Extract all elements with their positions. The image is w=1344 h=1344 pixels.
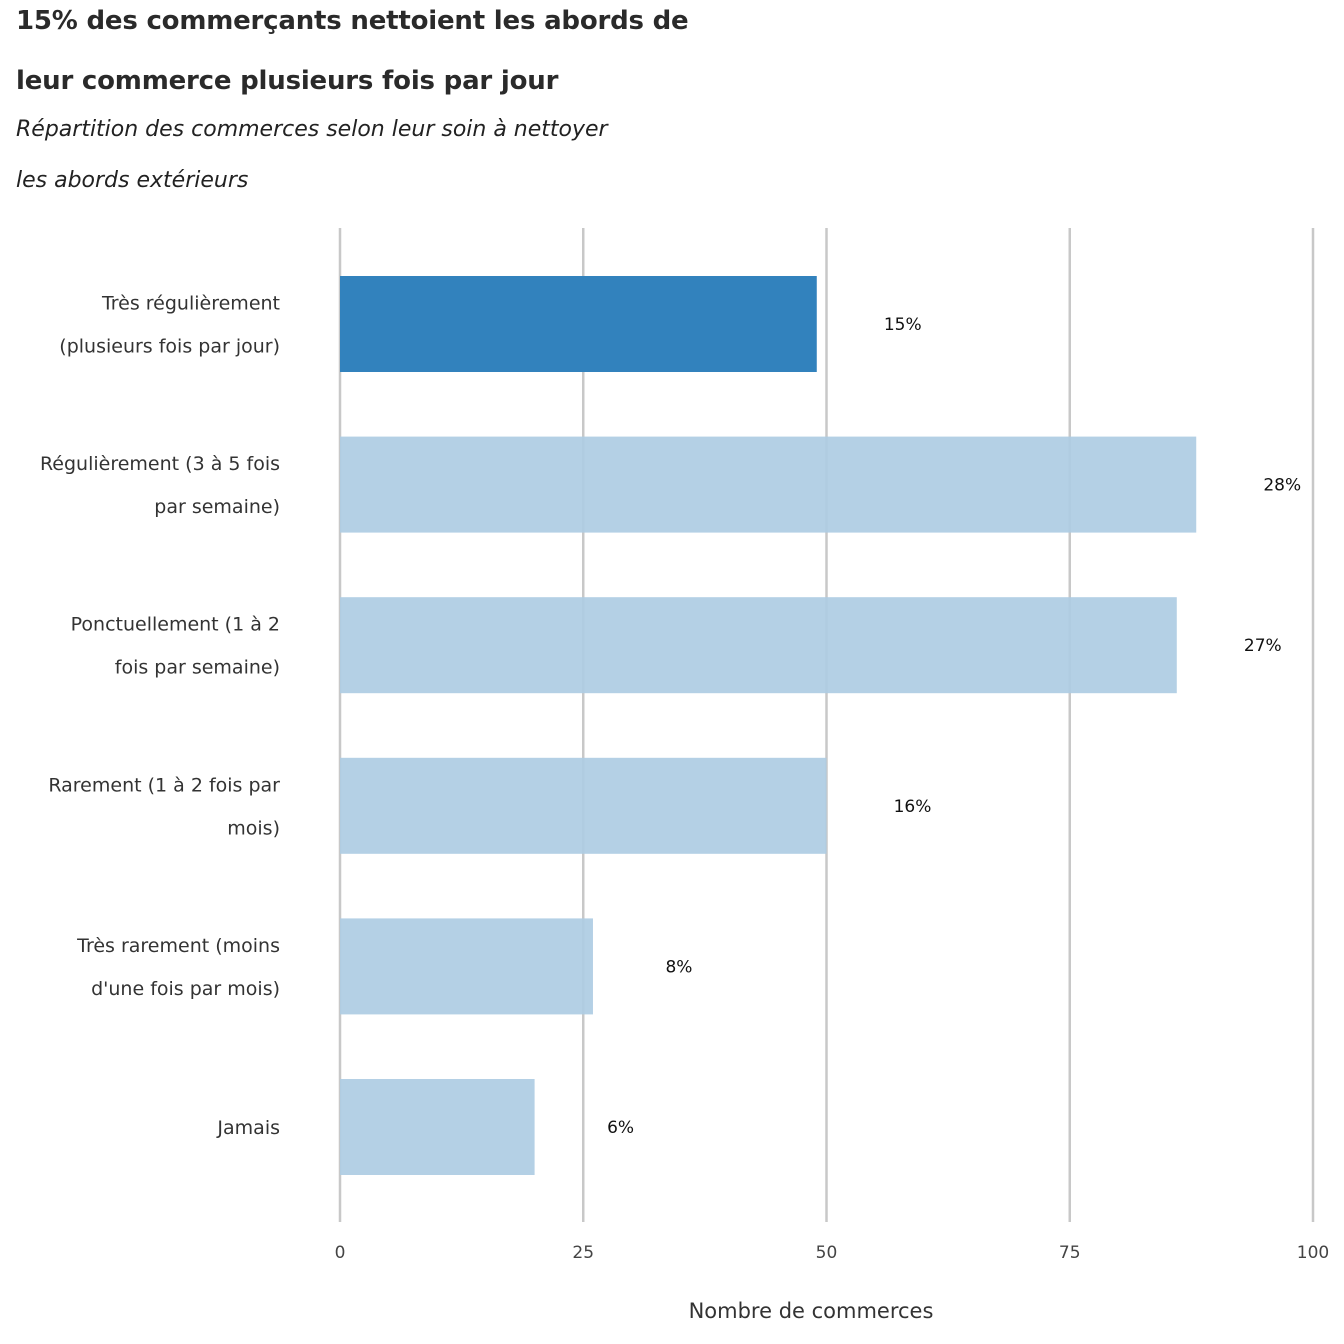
bar-value-label-5: 6% xyxy=(607,1118,634,1138)
bar-5 xyxy=(340,1079,535,1175)
category-label-2-line-1: fois par semaine) xyxy=(115,657,280,679)
category-label-0-line-1: (plusieurs fois par jour) xyxy=(59,336,280,358)
chart-title-line-1: 15% des commerçants nettoient les abords… xyxy=(16,6,689,36)
bar-2 xyxy=(340,597,1177,694)
bar-0 xyxy=(340,276,817,372)
category-label-4-line-0: Très rarement (moins xyxy=(76,935,280,957)
x-tick-label-25: 25 xyxy=(572,1243,594,1263)
category-label-5-line-0: Jamais xyxy=(216,1117,280,1139)
x-tick-label-50: 50 xyxy=(816,1243,838,1263)
bar-1 xyxy=(340,436,1197,533)
labels-layer: 0 25 50 75 100 15% Très régulièrement (plusieur… xyxy=(40,293,1329,1264)
category-label-2-line-0: Ponctuellement (1 à 2 xyxy=(71,614,280,636)
category-label-4-line-1: d'une fois par mois) xyxy=(91,978,280,1000)
x-tick-label-100: 100 xyxy=(1297,1243,1329,1263)
bar-value-label-1: 28% xyxy=(1263,476,1301,496)
bar-value-label-0: 15% xyxy=(884,315,922,335)
bars-layer xyxy=(340,276,1197,1175)
x-axis-title: Nombre de commerces xyxy=(689,1299,934,1323)
bar-value-label-3: 16% xyxy=(894,797,932,817)
category-label-1-line-0: Régulièrement (3 à 5 fois xyxy=(40,453,280,475)
category-label-0-line-0: Très régulièrement xyxy=(101,293,280,315)
x-tick-label-0: 0 xyxy=(335,1243,346,1263)
bar-value-label-4: 8% xyxy=(665,957,692,977)
chart-subtitle-line-2: les abords extérieurs xyxy=(16,168,249,193)
x-tick-label-75: 75 xyxy=(1059,1243,1081,1263)
category-label-3-line-0: Rarement (1 à 2 fois par xyxy=(48,774,280,796)
bar-3 xyxy=(340,757,827,854)
bar-value-label-2: 27% xyxy=(1244,636,1282,656)
bar-4 xyxy=(340,918,593,1015)
grid-layer xyxy=(338,228,1315,1222)
category-label-1-line-1: par semaine) xyxy=(154,496,280,518)
chart-title-line-2: leur commerce plusieurs fois par jour xyxy=(16,66,559,96)
chart-subtitle-line-1: Répartition des commerces selon leur soi… xyxy=(16,117,608,142)
category-label-3-line-1: mois) xyxy=(227,817,280,839)
